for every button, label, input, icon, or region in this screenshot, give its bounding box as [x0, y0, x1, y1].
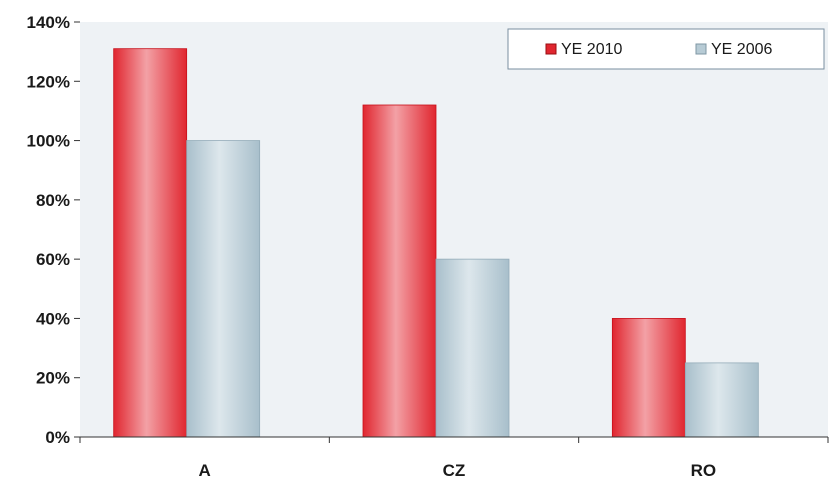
x-tick-label: CZ	[443, 461, 466, 480]
y-tick-label: 0%	[45, 428, 70, 447]
y-tick-label: 80%	[36, 191, 70, 210]
bar-cz-ye-2010	[362, 104, 437, 438]
legend-swatch	[545, 43, 557, 55]
bar-cz-ye-2006	[435, 258, 510, 438]
legend: YE 2010 YE 2006	[507, 28, 825, 70]
y-tick-label: 140%	[27, 13, 70, 32]
legend-swatch	[695, 43, 707, 55]
category-labels: A CZ RO	[199, 461, 717, 480]
bar-a-ye-2006	[186, 140, 261, 438]
legend-label: YE 2010	[561, 41, 622, 58]
x-tick-label: A	[199, 461, 211, 480]
y-tick-label: 40%	[36, 309, 70, 328]
y-tick-label: 120%	[27, 72, 70, 91]
legend-box	[507, 28, 825, 70]
y-tick-label: 60%	[36, 250, 70, 269]
y-tick-label: 20%	[36, 369, 70, 388]
bar-ro-ye-2006	[684, 362, 759, 438]
legend-label: YE 2006	[711, 41, 772, 58]
bar-a-ye-2010	[113, 48, 188, 438]
y-tick-label: 100%	[27, 132, 70, 151]
x-tick-label: RO	[691, 461, 717, 480]
x-axis-ticks	[79, 437, 829, 443]
bars	[113, 48, 759, 438]
bar-ro-ye-2010	[611, 318, 686, 438]
y-axis-ticks: 0% 20% 40% 60% 80% 100% 120% 140%	[27, 13, 80, 447]
